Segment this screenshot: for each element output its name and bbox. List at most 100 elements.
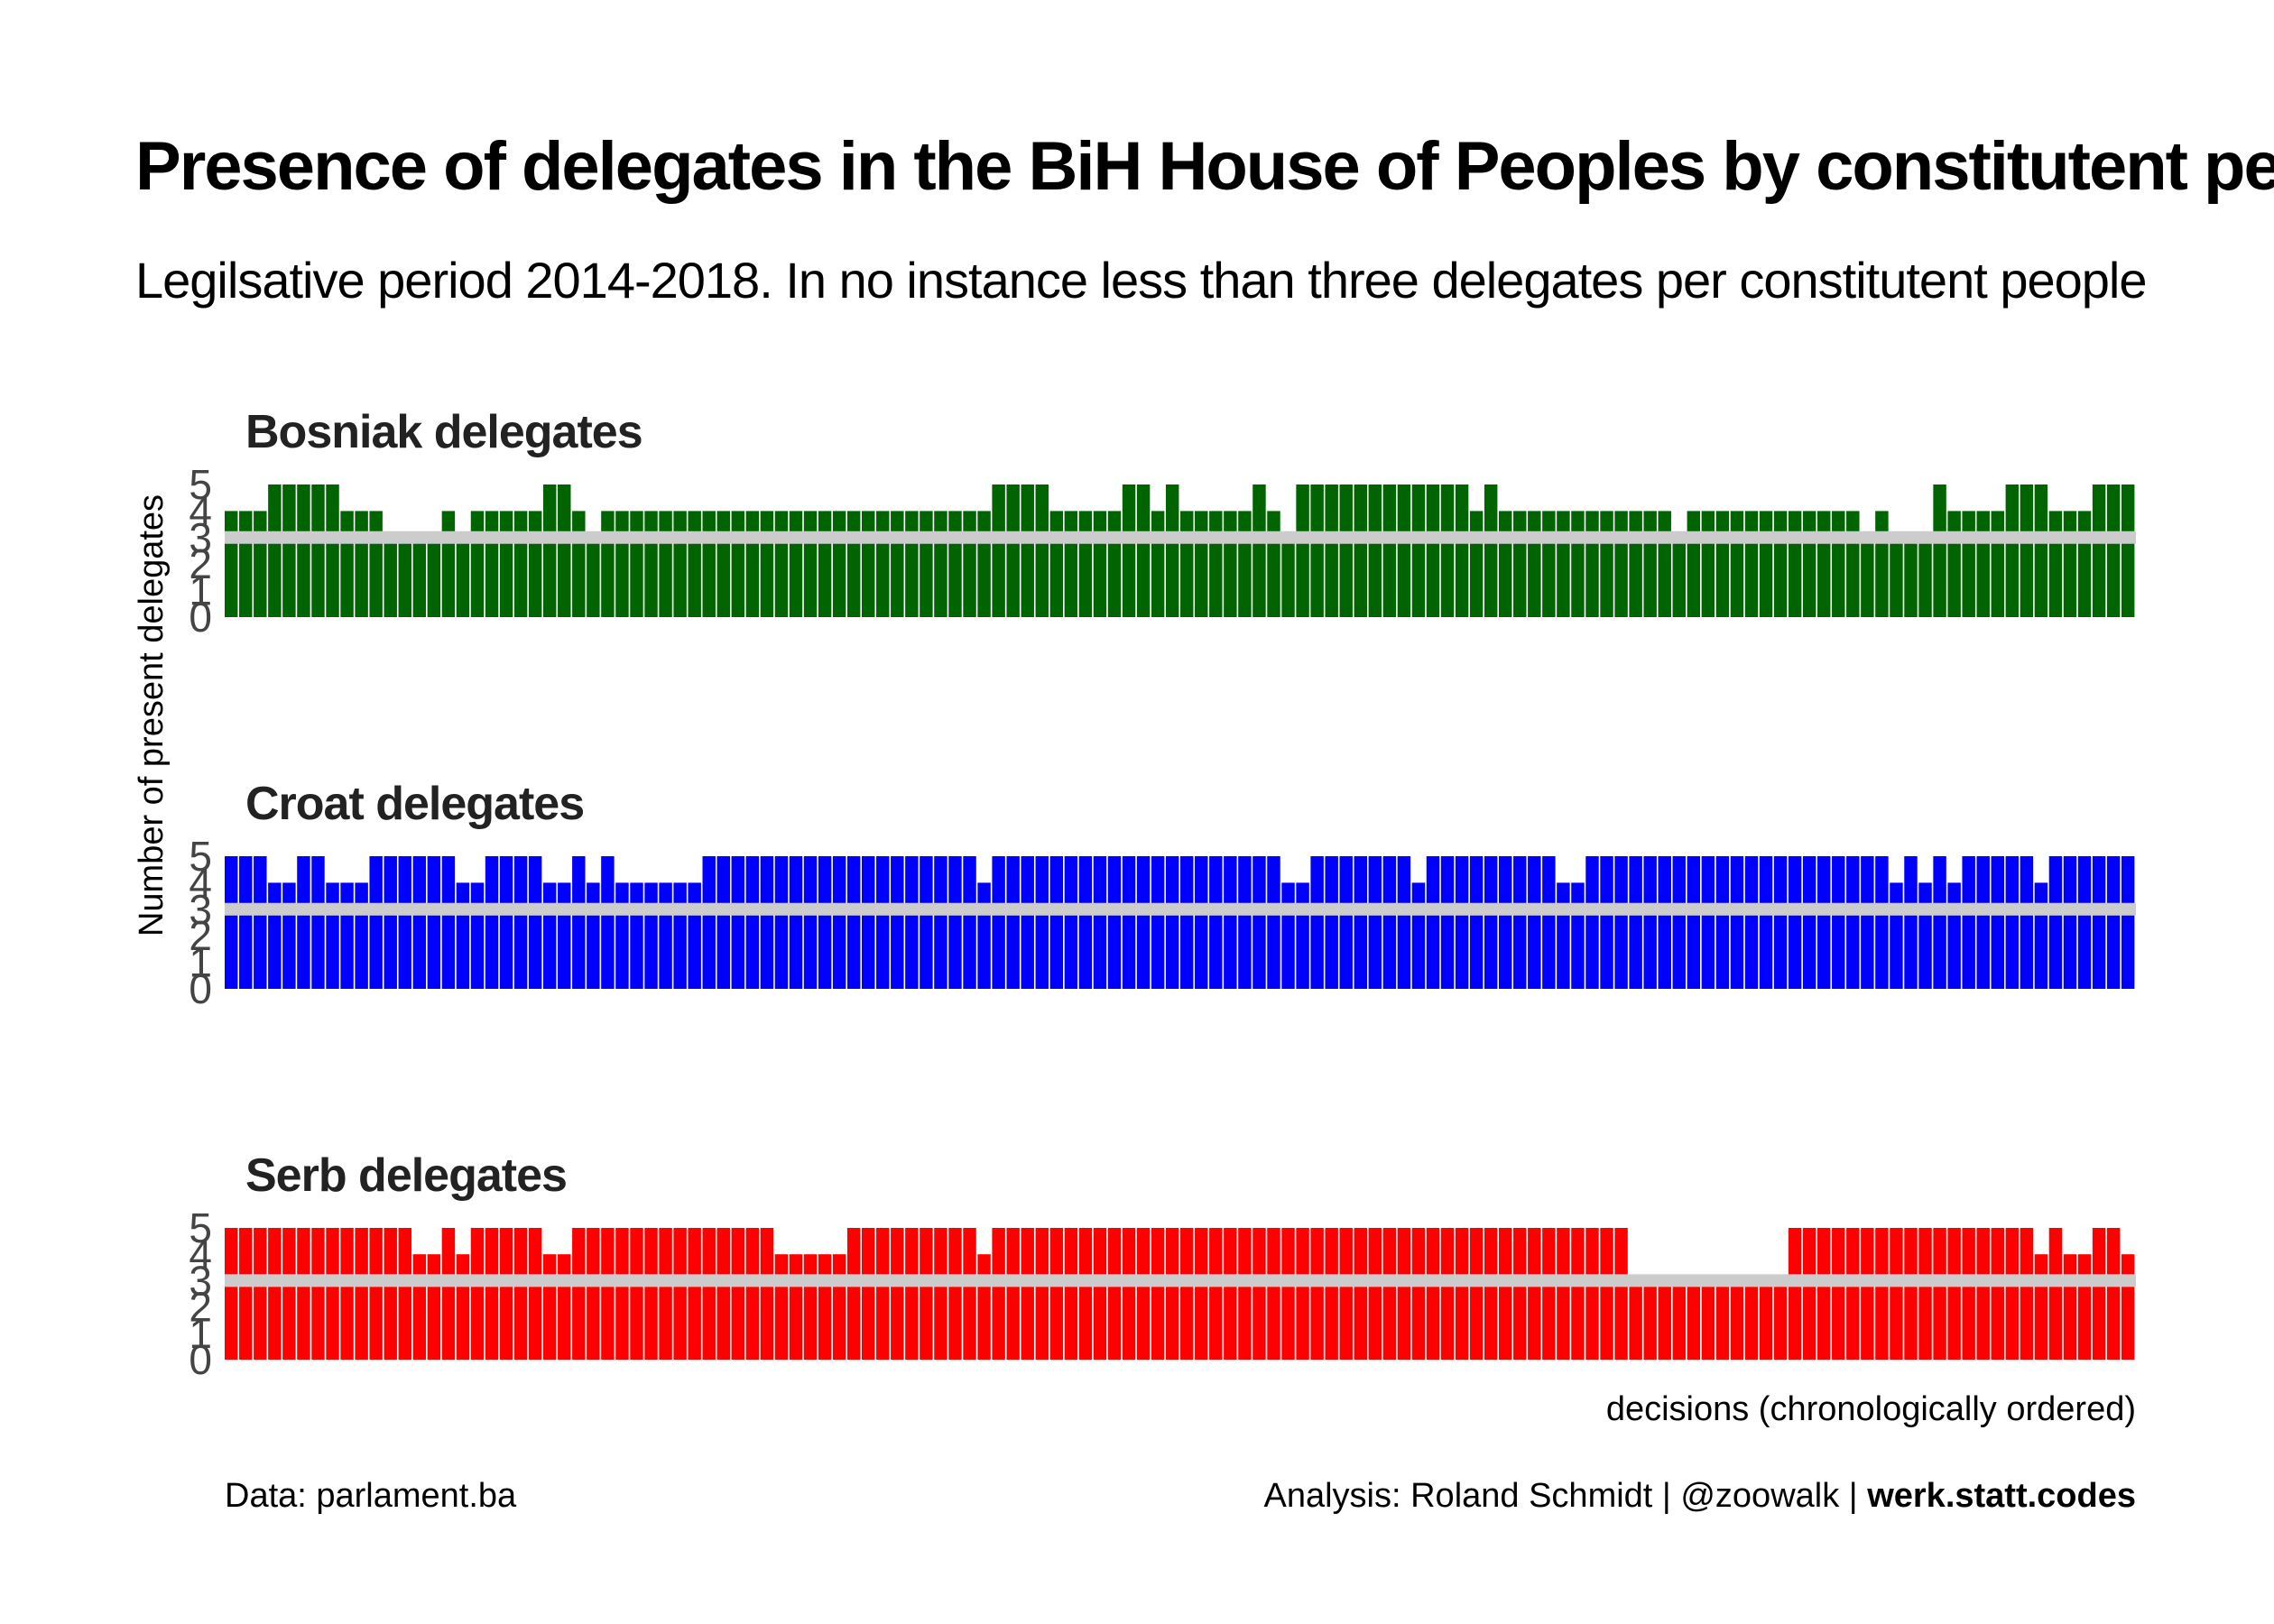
bar bbox=[601, 511, 615, 617]
bar bbox=[1296, 882, 1309, 989]
bar bbox=[1773, 856, 1788, 989]
panel-title: Bosniak delegates bbox=[245, 406, 642, 458]
bar bbox=[499, 1228, 513, 1360]
bar bbox=[644, 511, 658, 617]
bar bbox=[1006, 1228, 1020, 1360]
bar bbox=[659, 882, 672, 989]
bar bbox=[1195, 1228, 1208, 1360]
bar bbox=[1947, 511, 1961, 617]
bar bbox=[587, 882, 600, 989]
bar bbox=[1773, 1280, 1788, 1360]
bar bbox=[1296, 484, 1309, 617]
bar bbox=[1875, 1228, 1889, 1360]
bar bbox=[774, 511, 789, 617]
bar bbox=[1035, 484, 1049, 617]
bar bbox=[818, 856, 832, 989]
x-axis-label: decisions (chronologically ordered) bbox=[1606, 1390, 2136, 1428]
bar bbox=[1122, 856, 1136, 989]
bar bbox=[1715, 856, 1730, 989]
bar bbox=[1499, 511, 1512, 617]
bar bbox=[846, 856, 861, 989]
bar bbox=[1788, 511, 1802, 617]
bar bbox=[384, 1228, 397, 1360]
bar bbox=[2005, 1228, 2020, 1360]
bar bbox=[1064, 1228, 1078, 1360]
bar bbox=[412, 1254, 427, 1360]
bar bbox=[1614, 511, 1628, 617]
bar bbox=[977, 1254, 991, 1360]
bar bbox=[905, 511, 919, 617]
bar bbox=[1368, 856, 1382, 989]
chart-subtitle: Legilsative period 2014-2018. In no inst… bbox=[135, 252, 2147, 309]
bar bbox=[992, 856, 1005, 989]
bar bbox=[920, 1228, 933, 1360]
bar bbox=[716, 856, 730, 989]
bar bbox=[1049, 511, 1064, 617]
bar bbox=[1310, 856, 1324, 989]
bar bbox=[1296, 1228, 1309, 1360]
caption-credit-text: Analysis: Roland Schmidt | @zoowalk | bbox=[1264, 1477, 1868, 1515]
bar bbox=[2092, 484, 2106, 617]
bar bbox=[1382, 484, 1397, 617]
bar bbox=[1744, 1280, 1759, 1360]
bar bbox=[1354, 856, 1367, 989]
bar bbox=[1195, 511, 1208, 617]
bar bbox=[1397, 856, 1411, 989]
bar bbox=[920, 511, 933, 617]
y-axis-label: Number of present delegates bbox=[133, 494, 171, 937]
bar bbox=[862, 511, 875, 617]
bar bbox=[1643, 1280, 1657, 1360]
bar bbox=[789, 856, 803, 989]
bar bbox=[934, 511, 948, 617]
bar bbox=[1861, 1228, 1874, 1360]
bar bbox=[876, 856, 890, 989]
bar bbox=[1253, 1228, 1266, 1360]
bar bbox=[456, 1254, 470, 1360]
bar bbox=[1600, 511, 1613, 617]
bar bbox=[702, 511, 716, 617]
bar bbox=[470, 882, 485, 989]
bar bbox=[1209, 856, 1223, 989]
bar bbox=[369, 511, 383, 617]
bar bbox=[673, 511, 687, 617]
bar bbox=[326, 1228, 339, 1360]
bar bbox=[398, 1228, 411, 1360]
bar bbox=[384, 537, 397, 617]
bar bbox=[340, 511, 354, 617]
bar bbox=[2077, 1254, 2092, 1360]
bar bbox=[1078, 1228, 1093, 1360]
bar bbox=[731, 1228, 745, 1360]
bar bbox=[2034, 484, 2048, 617]
bar bbox=[2020, 856, 2034, 989]
y-tick-label: 3 bbox=[189, 886, 212, 933]
bar bbox=[1339, 1228, 1353, 1360]
bar bbox=[832, 511, 846, 617]
bar bbox=[1643, 856, 1657, 989]
bar bbox=[891, 511, 904, 617]
bar bbox=[1890, 1228, 1903, 1360]
bar bbox=[239, 856, 253, 989]
bar bbox=[1064, 856, 1078, 989]
bar bbox=[1817, 1228, 1831, 1360]
bar bbox=[1759, 511, 1773, 617]
y-tick-label: 2 bbox=[189, 912, 212, 959]
bar bbox=[1528, 856, 1541, 989]
bar bbox=[1904, 537, 1918, 617]
bar bbox=[1224, 511, 1237, 617]
bar bbox=[1484, 1228, 1498, 1360]
bar bbox=[1947, 1228, 1961, 1360]
y-tick-label: 4 bbox=[189, 1231, 212, 1278]
bar bbox=[1136, 484, 1151, 617]
bar bbox=[572, 856, 586, 989]
y-tick-label: 1 bbox=[189, 1310, 212, 1357]
y-tick-label: 1 bbox=[189, 567, 212, 614]
bar bbox=[1904, 1228, 1918, 1360]
bar bbox=[1281, 537, 1295, 617]
bar bbox=[905, 1228, 919, 1360]
bar bbox=[2106, 856, 2121, 989]
bar bbox=[1933, 484, 1946, 617]
bar bbox=[1093, 511, 1107, 617]
bar bbox=[1107, 856, 1122, 989]
bar bbox=[412, 856, 427, 989]
bar bbox=[1325, 484, 1338, 617]
